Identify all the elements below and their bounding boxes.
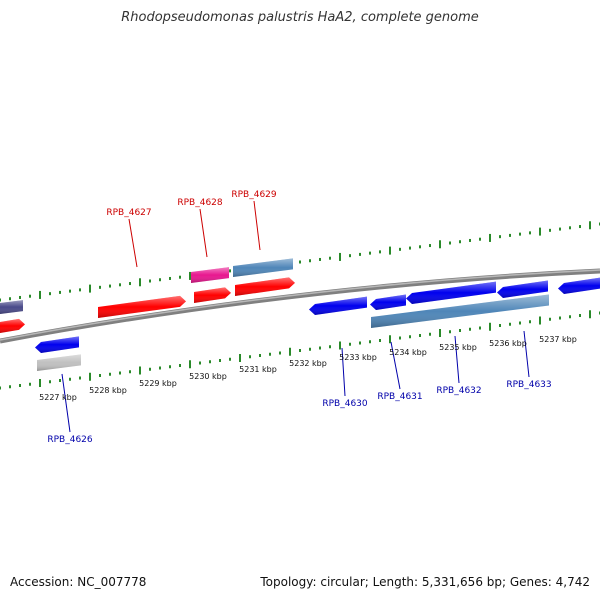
gene-label-rpb-4631[interactable]: RPB_4631 [377,392,422,402]
scale-label: 5235 kbp [439,343,477,352]
gene-rpb-4629-feature-shade [233,258,293,277]
gene-label-rpb-4626[interactable]: RPB_4626 [47,435,93,445]
leader-line [454,335,460,384]
accession-text: Accession: NC_007778 [10,575,147,589]
genome-backbone-highlight [0,269,600,341]
gene-reverse-partial-shade [558,277,600,294]
leader-line [390,341,401,390]
scale-label: 5233 kbp [339,353,377,362]
scale-label: 5228 kbp [89,386,127,395]
leader-line [199,208,208,258]
gene-rpb-4633-shade [497,280,548,298]
gene-forward-partial-shade [0,318,25,333]
gene-label-rpb-4632[interactable]: RPB_4632 [436,386,481,396]
gene-label-rpb-4627[interactable]: RPB_4627 [106,208,151,218]
gene-rpb-4629-shade [235,277,295,296]
scale-label: 5231 kbp [239,365,277,374]
genome-summary-text: Topology: circular; Length: 5,331,656 bp… [260,575,590,589]
gene-rpb-4628-shade [194,287,231,303]
gene-rpb-4627-shade [98,295,186,318]
scale-labels: 5227 kbp 5228 kbp 5229 kbp 5230 kbp 5231… [39,335,577,402]
leader-line [253,200,261,251]
scale-label: 5230 kbp [189,372,227,381]
scale-label: 5227 kbp [39,393,77,402]
label-leader-lines [61,200,530,433]
gene-rpb-4626-feature-shade [37,354,81,371]
gene-label-rpb-4629[interactable]: RPB_4629 [231,190,277,200]
scale-label: 5236 kbp [489,339,527,348]
gene-label-rpb-4630[interactable]: RPB_4630 [322,399,368,409]
page-title: Rhodopseudomonas palustris HaA2, complet… [121,10,479,25]
scale-label: 5229 kbp [139,379,177,388]
leader-line [61,373,71,433]
gene-rpb-4630-shade [309,296,367,315]
leader-line [341,347,346,397]
leader-line [128,218,138,268]
gene-label-rpb-4628[interactable]: RPB_4628 [177,198,223,208]
scale-label: 5234 kbp [389,348,427,357]
gene-rna-feature-shade [371,294,549,328]
gene-label-rpb-4633[interactable]: RPB_4633 [506,380,551,390]
gene-labels: RPB_4627 RPB_4628 RPB_4629 RPB_4626 RPB_… [47,190,551,445]
leader-line [523,330,530,378]
genome-backbone [0,268,600,344]
gene-dark-feature-shade [0,300,23,314]
scale-label: 5232 kbp [289,359,327,368]
gene-features [0,258,600,371]
gene-rpb-4628-feature-shade [191,267,229,283]
gene-rpb-4632-shade [406,281,496,304]
gene-rpb-4631-shade [370,294,406,310]
scale-label: 5237 kbp [539,335,577,344]
gene-rpb-4626-shade [35,336,79,353]
